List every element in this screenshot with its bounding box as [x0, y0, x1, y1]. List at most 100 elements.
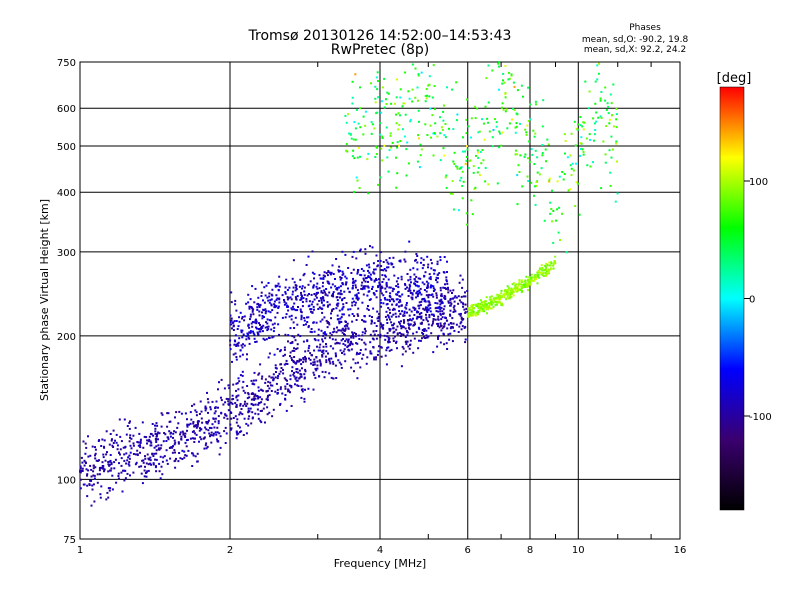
echo-point: [378, 278, 380, 281]
echo-point: [359, 249, 361, 252]
echo-point: [319, 343, 322, 346]
echo-point: [252, 330, 254, 333]
echo-point: [516, 89, 519, 92]
echo-point: [300, 375, 303, 378]
echo-point: [105, 430, 108, 433]
echo-point: [155, 458, 158, 461]
echo-point: [284, 385, 287, 388]
x-tick-label: 8: [527, 545, 533, 556]
echo-point: [423, 274, 426, 277]
echo-point: [313, 363, 316, 366]
echo-point: [471, 307, 474, 310]
echo-point: [556, 208, 559, 211]
echo-point: [209, 434, 212, 437]
echo-point: [501, 102, 504, 105]
echo-point: [408, 240, 411, 243]
echo-point: [270, 376, 273, 379]
echo-point: [429, 124, 432, 127]
echo-point: [409, 118, 412, 121]
echo-point: [259, 304, 262, 307]
echo-point: [126, 459, 129, 462]
phases-stats-x: mean, sd,X: 92.2, 24.2: [584, 45, 686, 55]
echo-point: [463, 326, 466, 329]
echo-point: [390, 348, 393, 351]
echo-point: [419, 304, 422, 307]
echo-point: [443, 305, 446, 308]
echo-point: [110, 439, 113, 442]
echo-point: [287, 305, 290, 308]
echo-point: [452, 297, 454, 300]
echo-point: [126, 425, 129, 427]
echo-point: [231, 402, 234, 405]
echo-point: [293, 347, 295, 350]
echo-point: [184, 436, 187, 438]
echo-point: [293, 349, 296, 352]
echo-point: [576, 128, 579, 131]
echo-point: [300, 396, 303, 399]
echo-point: [535, 184, 538, 187]
echo-point: [354, 73, 357, 76]
echo-point: [267, 325, 270, 328]
echo-point: [159, 447, 162, 450]
echo-point: [292, 361, 295, 364]
echo-point: [261, 375, 264, 378]
echo-point: [389, 286, 392, 289]
echo-point: [419, 277, 422, 280]
echo-point: [145, 475, 148, 478]
echo-point: [286, 298, 289, 301]
echo-point: [608, 149, 611, 152]
echo-point: [319, 362, 322, 365]
echo-point: [432, 290, 435, 292]
echo-point: [93, 477, 96, 480]
echo-point: [192, 454, 195, 457]
echo-point: [417, 99, 419, 102]
echo-point: [388, 329, 391, 332]
echo-point: [173, 439, 176, 442]
echo-point: [570, 174, 573, 177]
echo-point: [379, 333, 382, 336]
echo-point: [534, 203, 537, 206]
echo-point: [140, 472, 143, 475]
echo-point: [500, 144, 503, 147]
echo-point: [364, 248, 367, 251]
echo-point: [479, 151, 482, 153]
echo-point: [376, 71, 379, 74]
echo-point: [217, 420, 220, 423]
echo-point: [104, 459, 107, 462]
echo-point: [537, 270, 540, 273]
echo-point: [393, 322, 396, 325]
echo-point: [144, 457, 147, 460]
echo-point: [220, 396, 222, 399]
echo-point: [279, 388, 282, 391]
echo-point: [465, 212, 468, 215]
echo-point: [416, 255, 419, 257]
echo-point: [294, 284, 297, 287]
echo-point: [342, 338, 344, 340]
echo-point: [284, 378, 287, 381]
echo-point: [301, 367, 303, 370]
echo-point: [403, 258, 406, 261]
echo-point: [274, 316, 277, 319]
echo-point: [115, 481, 118, 484]
echo-point: [306, 316, 308, 319]
echo-point: [102, 456, 105, 459]
echo-point: [148, 435, 151, 438]
echo-point: [357, 361, 359, 364]
echo-point: [463, 308, 466, 311]
echo-point: [519, 154, 522, 157]
echo-point: [397, 112, 400, 115]
echo-point: [114, 439, 116, 442]
echo-point: [213, 412, 216, 415]
echo-point: [520, 283, 522, 286]
echo-point: [453, 308, 456, 311]
echo-point: [418, 166, 421, 169]
echo-point: [118, 418, 121, 421]
echo-point: [468, 307, 471, 310]
echo-point: [435, 310, 438, 313]
echo-point: [428, 273, 431, 276]
echo-point: [425, 294, 428, 297]
echo-point: [246, 385, 249, 387]
echo-point: [565, 251, 568, 254]
y-axis-label: Stationary phase Virtual Height [km]: [38, 199, 51, 401]
echo-point: [416, 280, 419, 283]
